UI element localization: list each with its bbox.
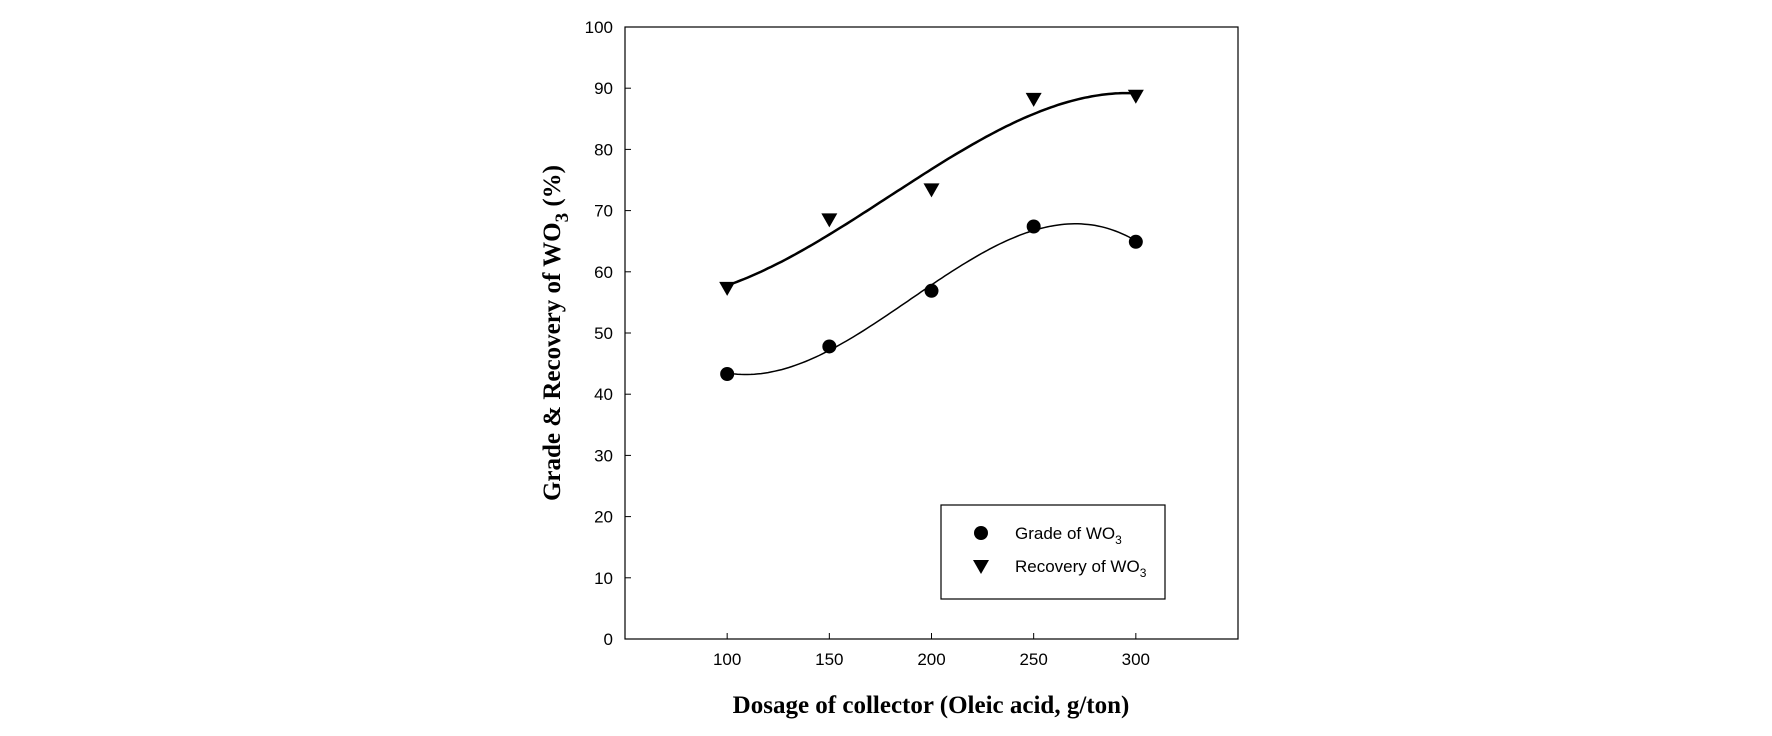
fit-curve-recovery — [726, 91, 1136, 287]
x-tick-label: 250 — [1019, 650, 1047, 669]
x-tick-label: 200 — [917, 650, 945, 669]
data-point-recovery — [1127, 89, 1144, 104]
y-tick-label: 70 — [594, 202, 613, 221]
legend-label-grade: Grade of WO3 — [1015, 524, 1122, 547]
legend: Grade of WO3 Recovery of WO3 — [940, 504, 1166, 600]
y-tick-label: 0 — [604, 630, 613, 649]
y-tick-label: 100 — [585, 18, 613, 37]
data-point-recovery — [719, 281, 736, 296]
data-point-grade — [1026, 219, 1041, 234]
legend-label-recovery: Recovery of WO3 — [1015, 557, 1147, 580]
x-tick-label: 300 — [1122, 650, 1150, 669]
y-axis-title: Grade & Recovery of WO3 (%) — [539, 165, 573, 501]
y-tick-label: 30 — [594, 446, 613, 465]
y-tick-label: 80 — [594, 140, 613, 159]
data-point-grade — [924, 283, 939, 298]
data-point-recovery — [821, 213, 838, 228]
legend-marker-grade — [974, 526, 988, 540]
data-point-grade — [720, 367, 735, 382]
y-tick-label: 40 — [594, 385, 613, 404]
y-tick-label: 60 — [594, 263, 613, 282]
y-tick-label: 50 — [594, 324, 613, 343]
y-tick-label: 20 — [594, 508, 613, 527]
legend-box — [940, 504, 1166, 600]
x-tick-label: 150 — [815, 650, 843, 669]
fit-curve-grade — [727, 223, 1137, 376]
data-point-recovery — [923, 183, 940, 198]
data-point-grade — [822, 339, 837, 354]
data-point-recovery — [1025, 92, 1042, 107]
y-tick-label: 90 — [594, 79, 613, 98]
legend-marker-recovery — [973, 560, 989, 574]
y-tick-label: 10 — [594, 569, 613, 588]
x-axis-title: Dosage of collector (Oleic acid, g/ton) — [733, 692, 1130, 719]
data-point-grade — [1128, 234, 1143, 249]
x-tick-label: 100 — [713, 650, 741, 669]
